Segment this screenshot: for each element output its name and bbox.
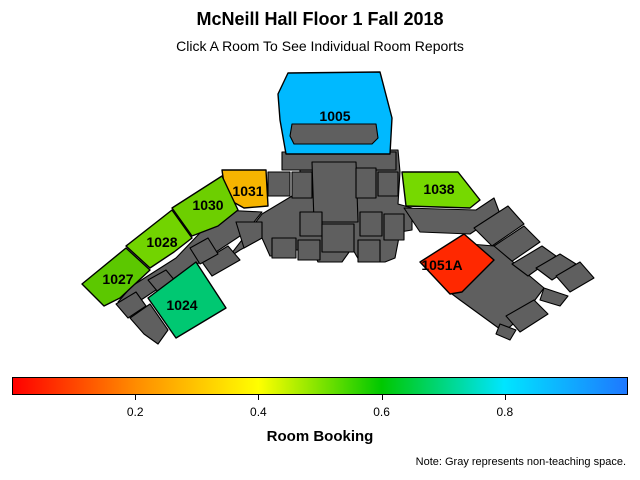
teaching-rooms <box>81 71 495 339</box>
colorbar-tick <box>258 395 260 400</box>
gray-space <box>299 211 323 237</box>
gray-space <box>129 303 169 345</box>
colorbar-tick-label: 0.2 <box>126 405 144 419</box>
colorbar-tick <box>135 395 137 400</box>
room-1051a[interactable] <box>419 233 495 295</box>
gray-space <box>271 237 297 259</box>
room-1038[interactable] <box>401 171 481 209</box>
color-scale-bar <box>12 377 628 395</box>
room-1027[interactable] <box>81 247 151 307</box>
gray-space <box>383 213 405 241</box>
gray-space <box>201 245 241 277</box>
gray-space <box>357 239 381 263</box>
room-1030[interactable] <box>171 175 239 237</box>
colorbar-tick-label: 0.4 <box>250 405 267 419</box>
gray-space <box>377 171 399 197</box>
gray-space <box>473 205 525 247</box>
colorbar-tick-label: 0.8 <box>496 405 514 419</box>
gray-space <box>291 171 313 199</box>
legend-note: Note: Gray represents non-teaching space… <box>415 456 626 468</box>
gray-space <box>297 239 321 261</box>
gray-space <box>505 299 549 333</box>
colorbar-tick <box>504 395 506 400</box>
gray-space <box>539 287 569 307</box>
gray-space <box>355 167 377 199</box>
gray-space <box>235 221 263 249</box>
floor-plan-map: 1005 1031 1030 1028 1027 1024 1038 1051A <box>81 71 595 345</box>
room-1024[interactable] <box>147 261 227 339</box>
gray-space <box>289 123 379 145</box>
page-subtitle: Click A Room To See Individual Room Repo… <box>176 38 464 54</box>
page-title: McNeill Hall Floor 1 Fall 2018 <box>196 9 444 29</box>
gray-space <box>115 291 147 319</box>
gray-space <box>311 161 359 223</box>
gray-space <box>495 323 517 341</box>
gray-space <box>359 211 383 237</box>
non-teaching-spaces <box>115 149 595 345</box>
colorbar-title: Room Booking <box>266 428 374 445</box>
gray-space <box>321 223 355 253</box>
gray-space <box>189 237 219 265</box>
room-1028[interactable] <box>125 209 193 269</box>
gray-space <box>267 171 291 197</box>
gray-space <box>555 261 595 293</box>
colorbar-tick <box>381 395 383 400</box>
colorbar-tick-label: 0.6 <box>373 405 390 419</box>
